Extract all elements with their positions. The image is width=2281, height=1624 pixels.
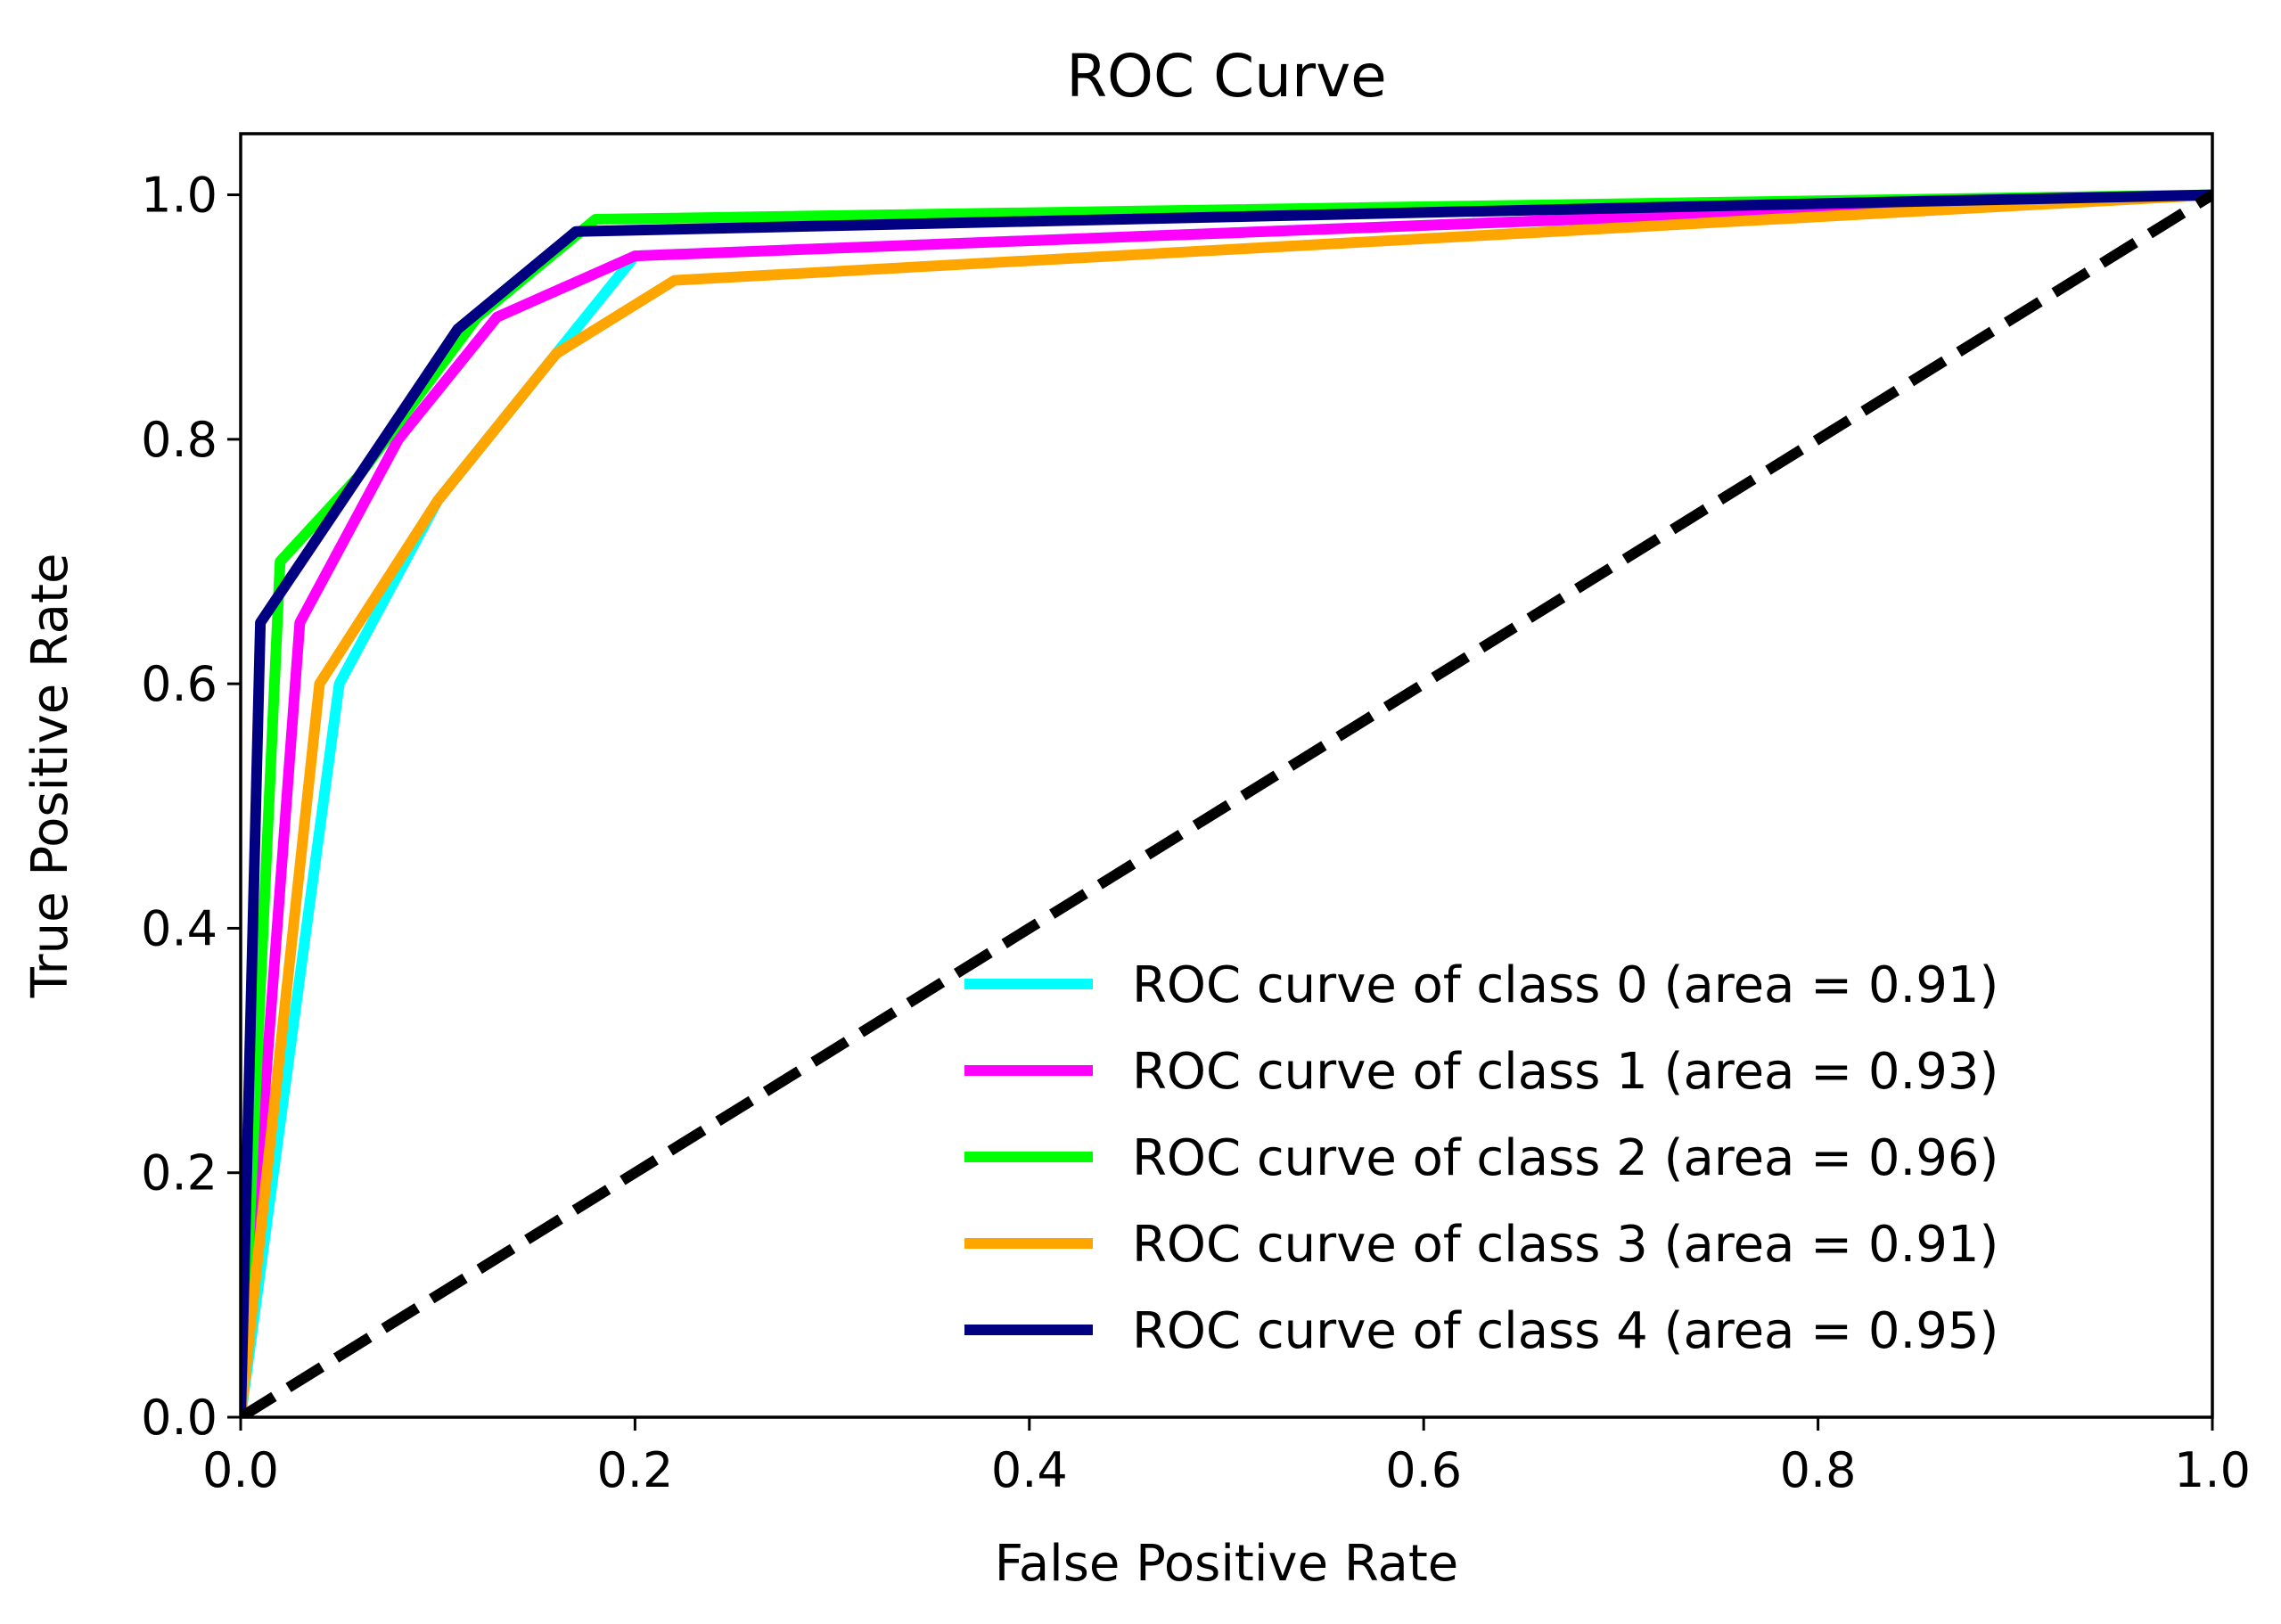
y-tick-label: 0.8 <box>141 412 217 468</box>
roc-line-class-4 <box>241 189 2212 1417</box>
axes-frame <box>239 132 2214 1419</box>
x-tick-label: 0.2 <box>596 1442 673 1498</box>
y-tick-label: 0.0 <box>141 1390 217 1446</box>
y-tick-label: 0.6 <box>141 656 217 712</box>
legend-label-class-3: ROC curve of class 3 (area = 0.91) <box>1132 1216 1998 1274</box>
legend: ROC curve of class 0 (area = 0.91) ROC cu… <box>964 956 1998 1360</box>
x-tick-label: 0.6 <box>1385 1442 1462 1498</box>
y-tick-label: 1.0 <box>141 168 217 224</box>
plot-area <box>241 189 2212 1417</box>
y-tick-label: 0.2 <box>141 1145 217 1202</box>
legend-label-class-2: ROC curve of class 2 (area = 0.96) <box>1132 1129 1998 1187</box>
x-tick-label: 0.0 <box>202 1442 279 1498</box>
chart-title: ROC Curve <box>1066 42 1387 111</box>
legend-label-class-0: ROC curve of class 0 (area = 0.91) <box>1132 956 1998 1014</box>
roc-line-class-3 <box>241 189 2212 1417</box>
roc-line-class-1 <box>241 189 2212 1417</box>
chance-diagonal-line <box>241 190 2212 1417</box>
legend-label-class-1: ROC curve of class 1 (area = 0.93) <box>1132 1043 1998 1101</box>
x-tick-label: 1.0 <box>2174 1442 2251 1498</box>
x-tick-label: 0.4 <box>991 1442 1068 1498</box>
y-tick-label: 0.4 <box>141 900 217 956</box>
x-tick-label: 0.8 <box>1780 1442 1857 1498</box>
legend-label-class-4: ROC curve of class 4 (area = 0.95) <box>1132 1302 1998 1360</box>
axes: 0.0 0.2 0.4 0.6 0.8 1.0 0.0 0.2 0.4 0.6 0.8 1.0 <box>141 132 2251 1498</box>
x-axis-label: False Positive Rate <box>995 1535 1458 1593</box>
y-axis-label: True Positive Rate <box>21 554 79 999</box>
